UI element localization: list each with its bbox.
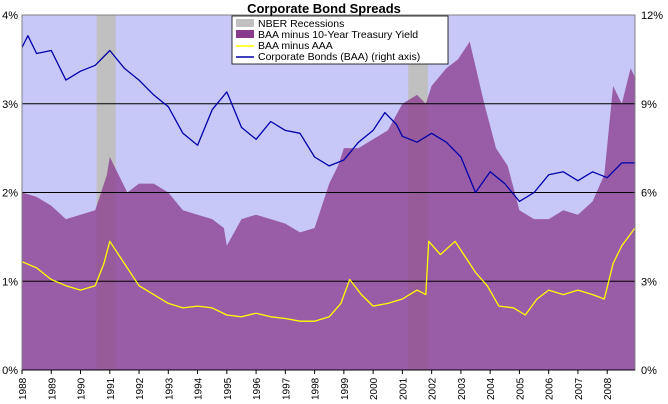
chart-title: Corporate Bond Spreads <box>247 1 401 16</box>
x-tick-label: 2000 <box>369 377 380 400</box>
x-tick-label: 2007 <box>574 377 585 400</box>
x-tick-label: 1996 <box>252 377 263 400</box>
legend-label: Corporate Bonds (BAA) (right axis) <box>258 51 420 63</box>
x-tick-label: 1999 <box>340 377 351 400</box>
x-axis: 1988 1989 1990 1991 1992 1993 1994 1995 1996 1997… <box>18 369 635 400</box>
baa-minus-treasury-area <box>22 41 635 370</box>
legend-label: NBER Recessions <box>258 18 344 30</box>
y-left-tick-label: 1% <box>2 276 18 288</box>
y-left-tick-label: 4% <box>2 10 18 22</box>
legend-box <box>231 15 449 65</box>
x-tick-label: 1991 <box>106 377 117 400</box>
x-tick-label: 1989 <box>47 377 58 400</box>
y-right-tick-label: 12% <box>641 10 663 22</box>
spread-area <box>22 41 635 370</box>
legend-swatch-spread <box>236 30 254 38</box>
y-right-tick-label: 0% <box>641 365 657 377</box>
x-tick-label: 1992 <box>135 377 146 400</box>
x-tick-label: 2006 <box>545 377 556 400</box>
y-left-tick-label: 0% <box>2 365 18 377</box>
baa-yield-line <box>21 35 635 203</box>
x-tick-label: 2001 <box>398 377 409 400</box>
y-right-tick-label: 3% <box>641 276 657 288</box>
legend-swatch-recession <box>236 19 254 27</box>
x-tick-label: 2004 <box>486 377 497 400</box>
y-right-tick-label: 9% <box>641 99 657 111</box>
x-tick-label: 2005 <box>515 377 526 400</box>
y-right-tick-label: 6% <box>641 188 657 200</box>
legend-label: BAA minus AAA <box>258 40 333 52</box>
y-axis-left: 0% 1% 2% 3% 4% <box>2 10 18 377</box>
x-tick-label: 1998 <box>311 377 322 400</box>
y-left-tick-label: 2% <box>2 188 18 200</box>
x-tick-label: 1990 <box>77 377 88 400</box>
baa-minus-aaa-series <box>21 227 636 322</box>
plot-area <box>21 14 636 371</box>
x-tick-label: 1994 <box>194 377 205 400</box>
x-tick-label: 2003 <box>457 377 468 400</box>
x-tick-label: 1993 <box>164 377 175 400</box>
legend-label: BAA minus 10-Year Treasury Yield <box>258 29 418 41</box>
y-left-tick-label: 3% <box>2 99 18 111</box>
baa-minus-aaa-line <box>21 227 636 322</box>
x-tick-label: 2002 <box>428 377 439 400</box>
x-tick-label: 1988 <box>18 377 29 400</box>
gridlines <box>22 103 635 282</box>
baa-yield-series <box>21 35 635 203</box>
x-tick-label: 2008 <box>603 377 614 400</box>
y-axis-right: 0% 3% 6% 9% 12% <box>641 10 663 377</box>
x-tick-label: 1997 <box>281 377 292 400</box>
x-tick-label: 1995 <box>223 377 234 400</box>
